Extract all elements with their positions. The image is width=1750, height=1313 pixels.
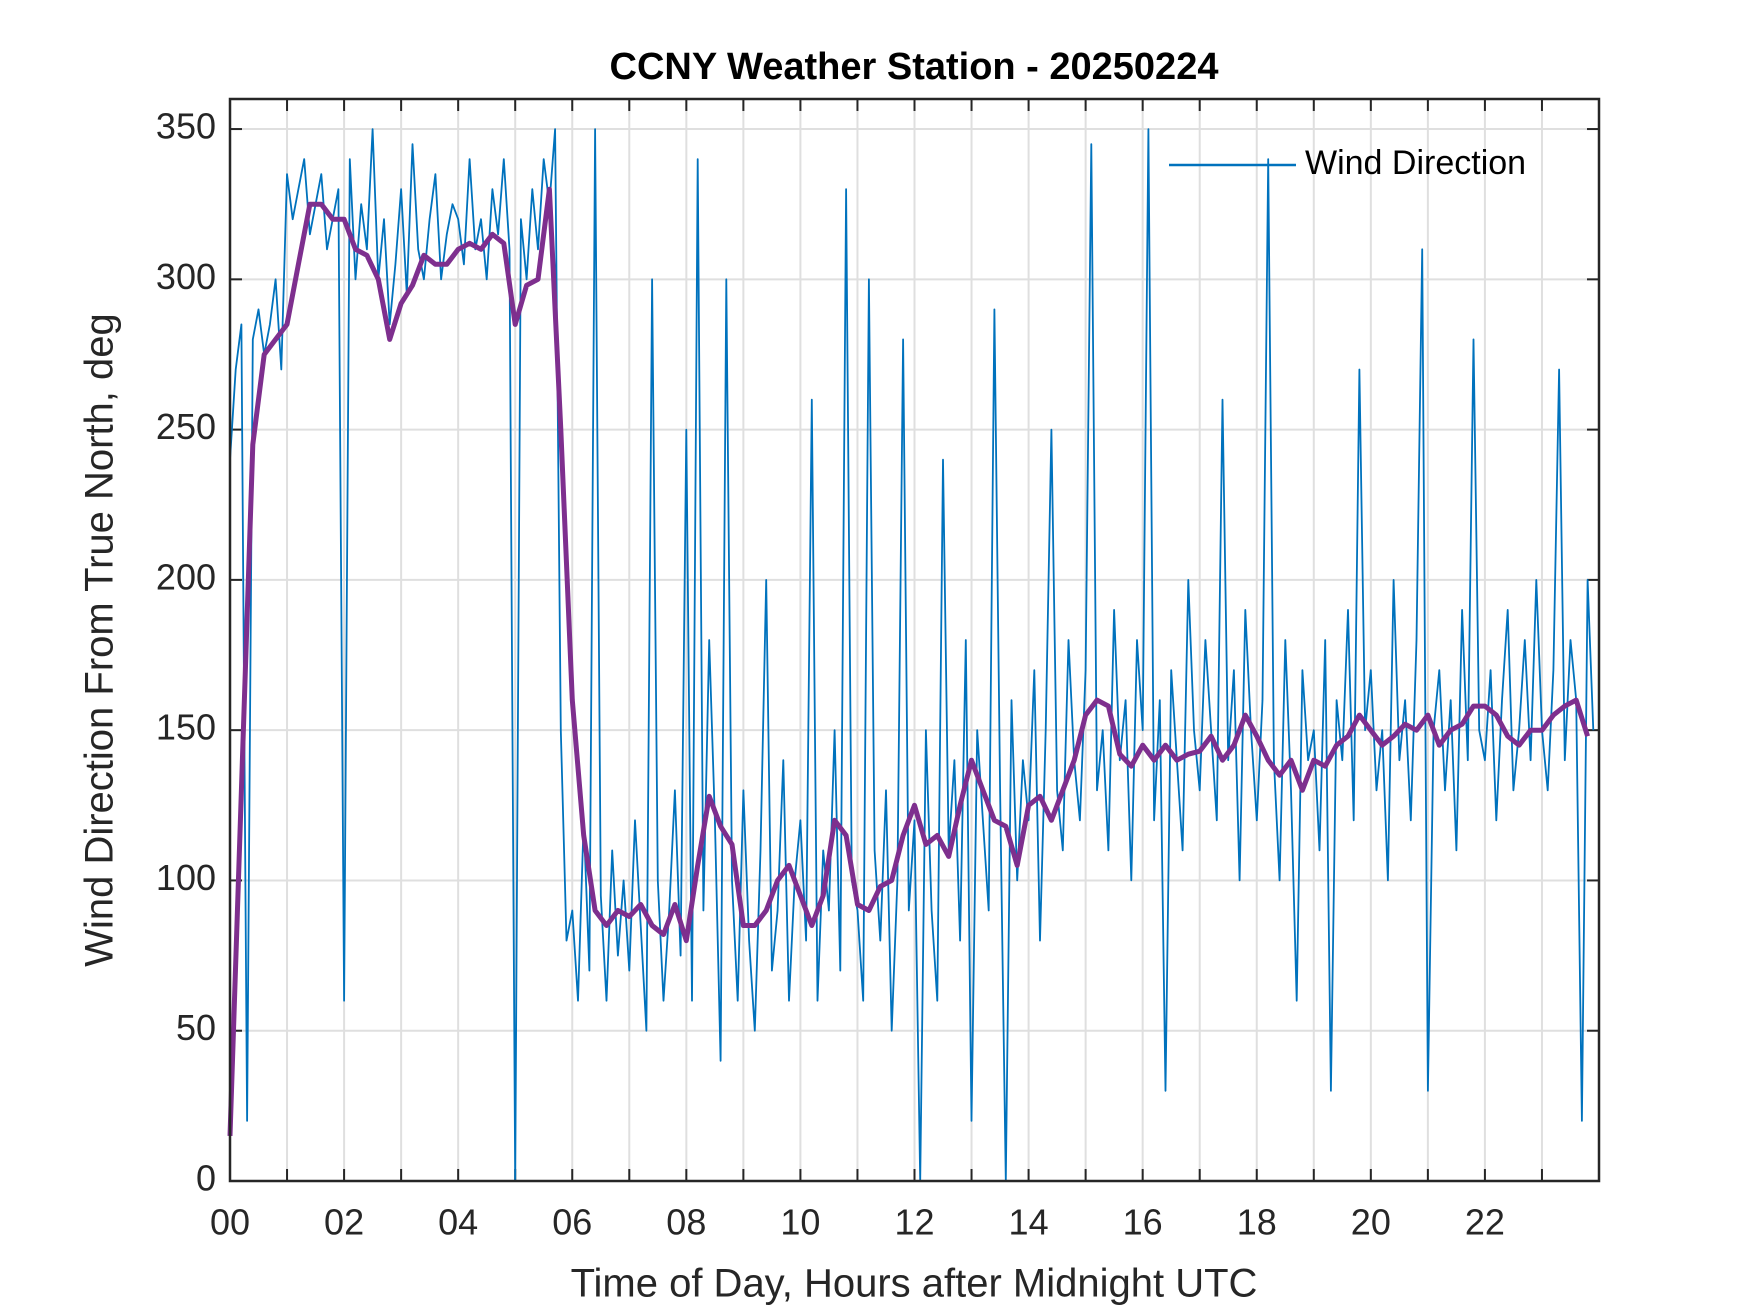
y-tick-label: 250 xyxy=(156,406,216,447)
x-tick-label: 00 xyxy=(210,1202,250,1243)
y-tick-label: 0 xyxy=(196,1158,216,1199)
y-tick-label: 100 xyxy=(156,857,216,898)
y-tick-label: 200 xyxy=(156,556,216,597)
chart-title: CCNY Weather Station - 20250224 xyxy=(610,46,1219,88)
x-tick-label: 14 xyxy=(1009,1202,1049,1243)
x-tick-label: 18 xyxy=(1237,1202,1277,1243)
x-tick-label: 22 xyxy=(1465,1202,1505,1243)
data-line xyxy=(227,186,1590,1136)
x-tick-label: 06 xyxy=(552,1202,592,1243)
y-tick-label: 50 xyxy=(176,1007,216,1048)
x-tick-label: 12 xyxy=(894,1202,934,1243)
x-tick-label: 10 xyxy=(780,1202,820,1243)
y-tick-label: 300 xyxy=(156,256,216,297)
x-axis-label: Time of Day, Hours after Midnight UTC xyxy=(571,1262,1258,1306)
legend-label: Wind Direction xyxy=(1305,144,1526,182)
x-tick-label: 08 xyxy=(666,1202,706,1243)
x-tick-label: 02 xyxy=(324,1202,364,1243)
x-tick-label: 16 xyxy=(1123,1202,1163,1243)
x-tick-label: 04 xyxy=(438,1202,478,1243)
axes-box xyxy=(228,97,1601,1183)
y-tick-label: 350 xyxy=(156,106,216,147)
y-tick-label: 150 xyxy=(156,707,216,748)
x-tick-label: 20 xyxy=(1351,1202,1391,1243)
y-axis-label: Wind Direction From True North, deg xyxy=(78,313,122,967)
